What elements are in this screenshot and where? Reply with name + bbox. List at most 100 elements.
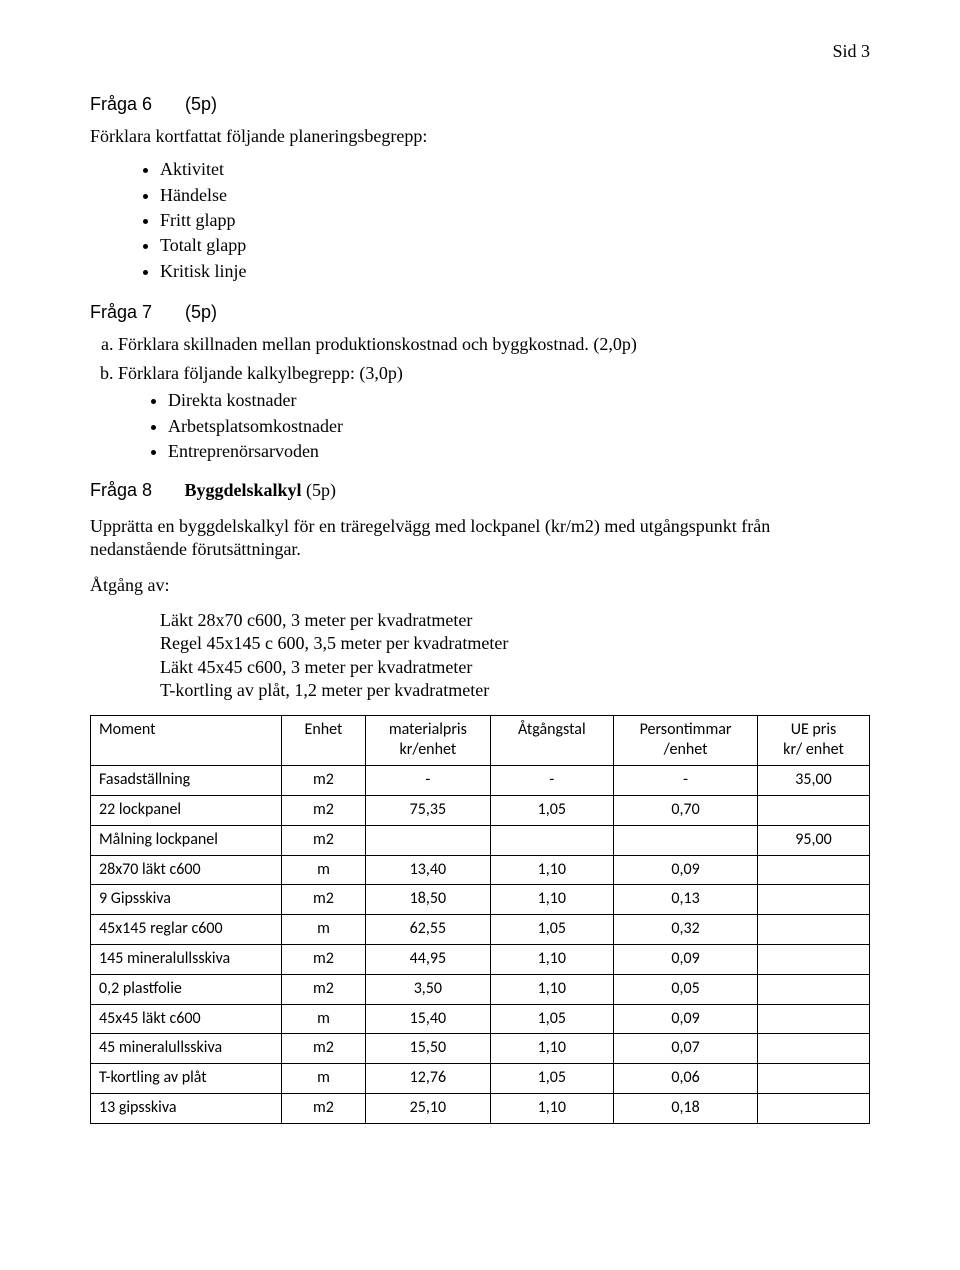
cell-moment: Fasadställning	[91, 766, 282, 796]
question8-heading: Fråga 8 Byggdelskalkyl (5p)	[90, 479, 870, 502]
cell-materialpris: 44,95	[366, 944, 490, 974]
cell-atgangstal: 1,05	[490, 915, 614, 945]
question7-b-text: Förklara följande kalkylbegrepp: (3,0p)	[118, 363, 403, 383]
cell-ue	[758, 915, 870, 945]
cell-enhet: m	[281, 1004, 365, 1034]
table-row: 0,2 plastfoliem23,501,100,05	[91, 974, 870, 1004]
cell-materialpris: 75,35	[366, 795, 490, 825]
bullet-item: Händelse	[160, 184, 870, 207]
cell-persontimmar: 0,09	[614, 1004, 758, 1034]
th-mp-l2: kr/enhet	[399, 740, 456, 759]
cell-materialpris	[366, 825, 490, 855]
cell-persontimmar: 0,18	[614, 1093, 758, 1123]
cell-persontimmar: 0,09	[614, 855, 758, 885]
table-row: 22 lockpanelm275,351,050,70	[91, 795, 870, 825]
cell-atgangstal: 1,10	[490, 1034, 614, 1064]
table-row: 9 Gipsskivam218,501,100,13	[91, 885, 870, 915]
cell-atgangstal: 1,10	[490, 885, 614, 915]
question8-label: Fråga 8	[90, 479, 180, 502]
table-header-row: Moment Enhet materialpris kr/enhet Åtgån…	[91, 715, 870, 766]
cell-ue	[758, 974, 870, 1004]
table-row: 28x70 läkt c600m13,401,100,09	[91, 855, 870, 885]
bullet-item: Entreprenörsarvoden	[168, 440, 870, 463]
question7-label: Fråga 7	[90, 301, 180, 324]
cell-materialpris: 25,10	[366, 1093, 490, 1123]
cell-enhet: m	[281, 855, 365, 885]
table-row: Fasadställningm2---35,00	[91, 766, 870, 796]
bullet-item: Arbetsplatsomkostnader	[168, 415, 870, 438]
question6-prompt: Förklara kortfattat följande planeringsb…	[90, 125, 870, 148]
cell-enhet: m2	[281, 825, 365, 855]
question8-title: Byggdelskalkyl	[185, 480, 302, 500]
table-head: Moment Enhet materialpris kr/enhet Åtgån…	[91, 715, 870, 766]
cell-materialpris: 13,40	[366, 855, 490, 885]
atgang-line: Läkt 28x70 c600, 3 meter per kvadratmete…	[160, 609, 870, 632]
atgang-line: Läkt 45x45 c600, 3 meter per kvadratmete…	[160, 656, 870, 679]
cell-persontimmar: 0,13	[614, 885, 758, 915]
bullet-item: Fritt glapp	[160, 209, 870, 232]
cell-moment: T-kortling av plåt	[91, 1064, 282, 1094]
cell-ue	[758, 1093, 870, 1123]
question6-label: Fråga 6	[90, 93, 180, 116]
table-body: Fasadställningm2---35,0022 lockpanelm275…	[91, 766, 870, 1124]
cell-enhet: m2	[281, 1093, 365, 1123]
th-atgangstal: Åtgångstal	[490, 715, 614, 766]
table-row: 45x145 reglar c600m62,551,050,32	[91, 915, 870, 945]
cell-moment: Målning lockpanel	[91, 825, 282, 855]
cell-moment: 9 Gipsskiva	[91, 885, 282, 915]
th-mp-l1: materialpris	[389, 720, 467, 739]
question7-list: Förklara skillnaden mellan produktionsko…	[90, 333, 870, 464]
question6-bullets: Aktivitet Händelse Fritt glapp Totalt gl…	[160, 158, 870, 283]
cell-enhet: m	[281, 915, 365, 945]
cell-materialpris: 15,40	[366, 1004, 490, 1034]
cell-enhet: m2	[281, 974, 365, 1004]
th-pt-l1: Persontimmar	[640, 720, 732, 739]
cell-ue	[758, 795, 870, 825]
th-ue: UE pris kr/ enhet	[758, 715, 870, 766]
cell-ue	[758, 1004, 870, 1034]
cell-ue	[758, 944, 870, 974]
cell-atgangstal: 1,10	[490, 1093, 614, 1123]
table-row: T-kortling av plåtm12,761,050,06	[91, 1064, 870, 1094]
th-pt-l2: /enhet	[664, 740, 708, 759]
bullet-item: Direkta kostnader	[168, 389, 870, 412]
bullet-item: Totalt glapp	[160, 234, 870, 257]
cell-ue: 35,00	[758, 766, 870, 796]
cell-materialpris: 3,50	[366, 974, 490, 1004]
table-row: Målning lockpanelm295,00	[91, 825, 870, 855]
th-moment: Moment	[91, 715, 282, 766]
cell-enhet: m2	[281, 944, 365, 974]
cell-atgangstal	[490, 825, 614, 855]
table-row: 13 gipsskivam225,101,100,18	[91, 1093, 870, 1123]
cell-atgangstal: 1,05	[490, 1064, 614, 1094]
atgang-line: T-kortling av plåt, 1,2 meter per kvadra…	[160, 679, 870, 702]
cell-persontimmar: 0,05	[614, 974, 758, 1004]
table-row: 45x45 läkt c600m15,401,050,09	[91, 1004, 870, 1034]
question8-atgang-label: Åtgång av:	[90, 574, 870, 597]
question8-para1: Upprätta en byggdelskalkyl för en träreg…	[90, 515, 870, 562]
cell-ue	[758, 1064, 870, 1094]
th-persontimmar: Persontimmar /enhet	[614, 715, 758, 766]
question7-points: (5p)	[185, 301, 217, 324]
question8-points-text: (5p)	[306, 480, 336, 500]
cell-enhet: m2	[281, 795, 365, 825]
cell-enhet: m	[281, 1064, 365, 1094]
cell-ue	[758, 1034, 870, 1064]
cell-ue	[758, 885, 870, 915]
cell-persontimmar: 0,07	[614, 1034, 758, 1064]
data-table: Moment Enhet materialpris kr/enhet Åtgån…	[90, 715, 870, 1124]
cell-moment: 145 mineralullsskiva	[91, 944, 282, 974]
cell-atgangstal: 1,05	[490, 1004, 614, 1034]
question7-a: Förklara skillnaden mellan produktionsko…	[118, 333, 870, 356]
cell-persontimmar: 0,70	[614, 795, 758, 825]
cell-enhet: m2	[281, 885, 365, 915]
question7-b: Förklara följande kalkylbegrepp: (3,0p) …	[118, 362, 870, 464]
th-materialpris: materialpris kr/enhet	[366, 715, 490, 766]
cell-moment: 13 gipsskiva	[91, 1093, 282, 1123]
cell-materialpris: 15,50	[366, 1034, 490, 1064]
cell-persontimmar: -	[614, 766, 758, 796]
cell-persontimmar: 0,06	[614, 1064, 758, 1094]
cell-materialpris: -	[366, 766, 490, 796]
cell-persontimmar	[614, 825, 758, 855]
cell-moment: 28x70 läkt c600	[91, 855, 282, 885]
